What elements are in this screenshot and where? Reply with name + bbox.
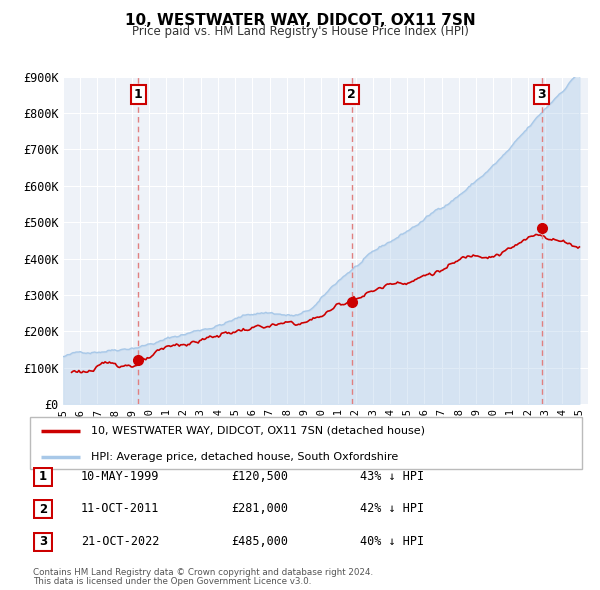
Text: 43% ↓ HPI: 43% ↓ HPI [360, 470, 424, 483]
Text: 3: 3 [39, 535, 47, 548]
Text: 1: 1 [134, 88, 142, 101]
Text: Contains HM Land Registry data © Crown copyright and database right 2024.: Contains HM Land Registry data © Crown c… [33, 568, 373, 577]
Text: 21-OCT-2022: 21-OCT-2022 [81, 535, 160, 548]
Text: £281,000: £281,000 [231, 502, 288, 515]
FancyBboxPatch shape [34, 468, 52, 486]
Text: 42% ↓ HPI: 42% ↓ HPI [360, 502, 424, 515]
Text: 2: 2 [39, 503, 47, 516]
Text: Price paid vs. HM Land Registry's House Price Index (HPI): Price paid vs. HM Land Registry's House … [131, 25, 469, 38]
Text: 2: 2 [347, 88, 356, 101]
Text: HPI: Average price, detached house, South Oxfordshire: HPI: Average price, detached house, Sout… [91, 451, 398, 461]
Text: £485,000: £485,000 [231, 535, 288, 548]
Text: £120,500: £120,500 [231, 470, 288, 483]
FancyBboxPatch shape [30, 417, 582, 469]
Text: 10-MAY-1999: 10-MAY-1999 [81, 470, 160, 483]
FancyBboxPatch shape [34, 500, 52, 518]
FancyBboxPatch shape [34, 533, 52, 550]
Text: 10, WESTWATER WAY, DIDCOT, OX11 7SN (detached house): 10, WESTWATER WAY, DIDCOT, OX11 7SN (det… [91, 425, 425, 435]
Text: 10, WESTWATER WAY, DIDCOT, OX11 7SN: 10, WESTWATER WAY, DIDCOT, OX11 7SN [125, 13, 475, 28]
Text: 11-OCT-2011: 11-OCT-2011 [81, 502, 160, 515]
Text: 40% ↓ HPI: 40% ↓ HPI [360, 535, 424, 548]
Text: 1: 1 [39, 470, 47, 483]
Text: 3: 3 [537, 88, 546, 101]
Text: This data is licensed under the Open Government Licence v3.0.: This data is licensed under the Open Gov… [33, 578, 311, 586]
